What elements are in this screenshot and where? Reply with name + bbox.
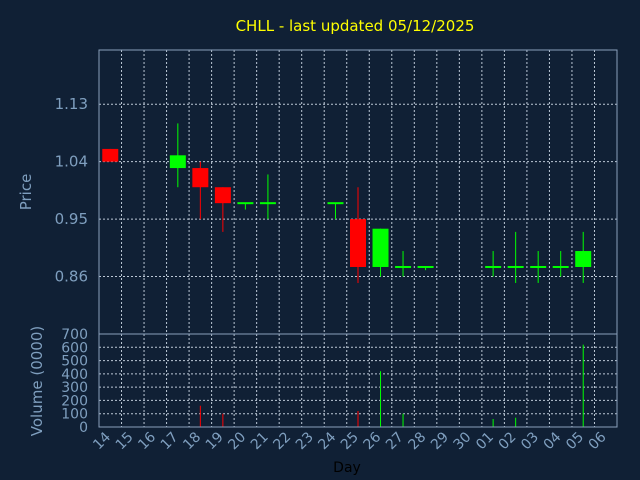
candle-body — [530, 265, 547, 268]
day-tick-label: 27 — [383, 429, 407, 453]
day-tick-label: 14 — [90, 429, 114, 453]
candle-body — [192, 168, 209, 188]
candle-20 — [237, 202, 254, 210]
candle-27 — [395, 251, 412, 277]
candle-body — [102, 148, 119, 162]
candle-24 — [327, 202, 344, 220]
chart-title: CHLL - last updated 05/12/2025 — [236, 17, 475, 35]
day-tick-label: 17 — [158, 429, 182, 453]
day-tick-label: 29 — [428, 429, 452, 453]
volume-bars — [199, 344, 584, 427]
day-tick-label: 05 — [563, 429, 587, 453]
day-tick-label: 25 — [338, 429, 362, 453]
volume-tick-label: 0 — [79, 420, 88, 436]
candle-26 — [372, 228, 389, 277]
price-grid — [99, 50, 617, 334]
candle-body — [417, 265, 434, 268]
candle-19 — [214, 187, 231, 232]
candle-25 — [350, 187, 366, 283]
volume-panel-frame — [98, 333, 618, 428]
candle-17 — [169, 123, 186, 188]
day-tick-label: 24 — [315, 429, 339, 453]
candle-body — [169, 155, 186, 169]
candle-02 — [507, 231, 524, 283]
price-tick-label: 0.95 — [55, 210, 88, 228]
candle-body — [214, 187, 231, 204]
day-tick-label: 23 — [293, 429, 317, 453]
candle-14 — [102, 148, 119, 162]
day-tick-label: 02 — [496, 429, 520, 453]
day-tick-label: 01 — [473, 429, 497, 453]
volume-tick-label: 200 — [61, 393, 88, 409]
candle-body — [327, 202, 344, 205]
candle-body — [372, 228, 389, 267]
day-tick-label: 03 — [518, 429, 542, 453]
candle-body — [350, 219, 366, 267]
price-tick-labels: 0.86 0.95 1.04 1.13 — [55, 95, 88, 285]
volume-tick-label: 700 — [61, 327, 88, 343]
volume-axis-label: Volume (0000) — [28, 326, 46, 436]
price-tick-label: 0.86 — [55, 268, 88, 286]
candle-28 — [417, 265, 434, 271]
volume-tick-label: 600 — [61, 340, 88, 356]
price-tick-label: 1.04 — [55, 153, 88, 171]
day-tick-label: 15 — [113, 429, 137, 453]
day-tick-label: 19 — [203, 429, 227, 453]
candle-05 — [575, 231, 592, 283]
candles — [102, 123, 592, 283]
day-tick-labels: 1415161718192021222324252627282930010203… — [90, 429, 609, 453]
candle-body — [395, 265, 412, 268]
candle-body — [575, 251, 592, 267]
candle-04 — [552, 251, 569, 277]
volume-tick-label: 100 — [61, 407, 88, 423]
day-tick-label: 21 — [248, 429, 272, 453]
candle-01 — [485, 251, 502, 277]
day-tick-label: 18 — [180, 429, 204, 453]
candle-body — [507, 265, 524, 268]
volume-tick-label: 500 — [61, 354, 88, 370]
day-tick-label: 06 — [586, 429, 610, 453]
candle-03 — [530, 251, 547, 283]
day-tick-label: 04 — [541, 429, 565, 453]
day-tick-label: 20 — [225, 429, 249, 453]
volume-tick-label: 400 — [61, 367, 88, 383]
day-tick-label: 16 — [135, 429, 159, 453]
day-tick-label: 30 — [451, 429, 475, 453]
day-tick-label: 26 — [360, 429, 384, 453]
candle-body — [237, 202, 254, 205]
day-tick-label: 22 — [270, 429, 294, 453]
x-axis-label: Day — [333, 460, 361, 476]
volume-tick-label: 300 — [61, 380, 88, 396]
candle-18 — [192, 161, 209, 220]
price-axis-label: Price — [17, 174, 35, 211]
day-tick-label: 28 — [406, 429, 430, 453]
candle-body — [485, 265, 502, 268]
volume-grid — [99, 334, 617, 427]
candle-body — [259, 202, 276, 205]
candle-21 — [259, 174, 276, 220]
price-tick-label: 1.13 — [55, 95, 88, 113]
candle-body — [552, 265, 569, 268]
